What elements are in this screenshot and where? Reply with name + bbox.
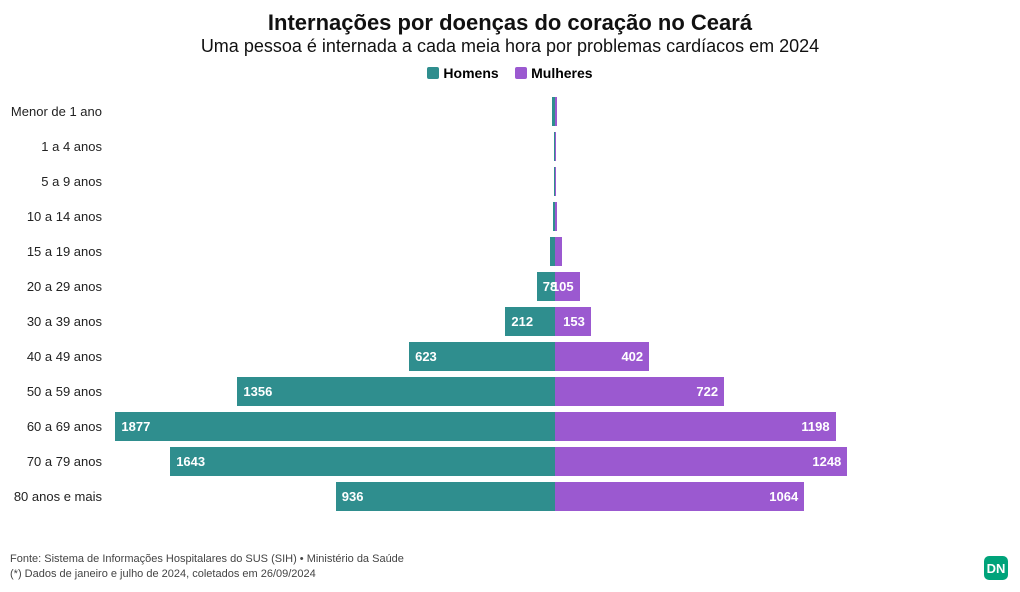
- bar-mulheres: [555, 237, 562, 266]
- bar-mulheres: [555, 132, 556, 161]
- legend-swatch-homens: [427, 67, 439, 79]
- chart-row: 80 anos e mais9361064: [110, 479, 1000, 514]
- chart-row: Menor de 1 ano: [110, 94, 1000, 129]
- bar-homens: 1643: [170, 447, 555, 476]
- footer: Fonte: Sistema de Informações Hospitalar…: [10, 552, 404, 582]
- bar-mulheres: 105: [555, 272, 580, 301]
- row-label: 60 a 69 anos: [7, 409, 102, 444]
- chart-row: 10 a 14 anos: [110, 199, 1000, 234]
- legend-item-mulheres: Mulheres: [515, 65, 592, 81]
- bar-value-mulheres: 105: [546, 272, 580, 301]
- chart-row: 60 a 69 anos18771198: [110, 409, 1000, 444]
- chart-row: 50 a 59 anos1356722: [110, 374, 1000, 409]
- row-label: 80 anos e mais: [7, 479, 102, 514]
- brand-logo: DN: [984, 556, 1008, 580]
- bar-value-homens: 1643: [170, 447, 211, 476]
- bar-value-mulheres: 153: [557, 307, 591, 336]
- bar-mulheres: 1198: [555, 412, 836, 441]
- bar-homens: 1356: [237, 377, 555, 406]
- bar-homens: 1877: [115, 412, 555, 441]
- chart-row: 15 a 19 anos: [110, 234, 1000, 269]
- row-label: 1 a 4 anos: [7, 129, 102, 164]
- bar-value-mulheres: 1248: [806, 447, 847, 476]
- diverging-bar-chart: Menor de 1 ano1 a 4 anos5 a 9 anos10 a 1…: [110, 94, 1000, 514]
- bar-mulheres: 153: [555, 307, 591, 336]
- legend: Homens Mulheres: [10, 65, 1010, 84]
- bar-value-homens: 1877: [115, 412, 156, 441]
- chart-row: 40 a 49 anos623402: [110, 339, 1000, 374]
- row-label: 10 a 14 anos: [7, 199, 102, 234]
- bar-homens: 212: [505, 307, 555, 336]
- chart-subtitle: Uma pessoa é internada a cada meia hora …: [10, 36, 1010, 57]
- chart-row: 70 a 79 anos16431248: [110, 444, 1000, 479]
- bar-mulheres: [555, 202, 557, 231]
- legend-label-homens: Homens: [443, 65, 498, 81]
- bar-mulheres: [555, 167, 556, 196]
- legend-label-mulheres: Mulheres: [531, 65, 592, 81]
- bar-value-homens: 1356: [237, 377, 278, 406]
- row-label: 30 a 39 anos: [7, 304, 102, 339]
- bar-mulheres: 1248: [555, 447, 847, 476]
- footer-note: (*) Dados de janeiro e julho de 2024, co…: [10, 567, 404, 582]
- bar-mulheres: 1064: [555, 482, 804, 511]
- row-label: 40 a 49 anos: [7, 339, 102, 374]
- row-label: 5 a 9 anos: [7, 164, 102, 199]
- row-label: 70 a 79 anos: [7, 444, 102, 479]
- row-label: 50 a 59 anos: [7, 374, 102, 409]
- bar-mulheres: [555, 97, 557, 126]
- bar-value-mulheres: 402: [615, 342, 649, 371]
- bar-homens: 623: [409, 342, 555, 371]
- bar-value-homens: 212: [505, 307, 539, 336]
- bar-mulheres: 402: [555, 342, 649, 371]
- bar-value-homens: 623: [409, 342, 443, 371]
- row-label: 15 a 19 anos: [7, 234, 102, 269]
- chart-row: 5 a 9 anos: [110, 164, 1000, 199]
- row-label: Menor de 1 ano: [7, 94, 102, 129]
- row-label: 20 a 29 anos: [7, 269, 102, 304]
- legend-item-homens: Homens: [427, 65, 498, 81]
- bar-mulheres: 722: [555, 377, 724, 406]
- chart-row: 30 a 39 anos212153: [110, 304, 1000, 339]
- chart-title: Internações por doenças do coração no Ce…: [10, 10, 1010, 36]
- bar-homens: 936: [336, 482, 555, 511]
- legend-swatch-mulheres: [515, 67, 527, 79]
- bar-value-mulheres: 722: [690, 377, 724, 406]
- chart-row: 1 a 4 anos: [110, 129, 1000, 164]
- footer-source: Fonte: Sistema de Informações Hospitalar…: [10, 552, 404, 567]
- bar-value-mulheres: 1198: [795, 412, 835, 441]
- chart-row: 20 a 29 anos78105: [110, 269, 1000, 304]
- bar-value-mulheres: 1064: [763, 482, 804, 511]
- bar-value-homens: 936: [336, 482, 370, 511]
